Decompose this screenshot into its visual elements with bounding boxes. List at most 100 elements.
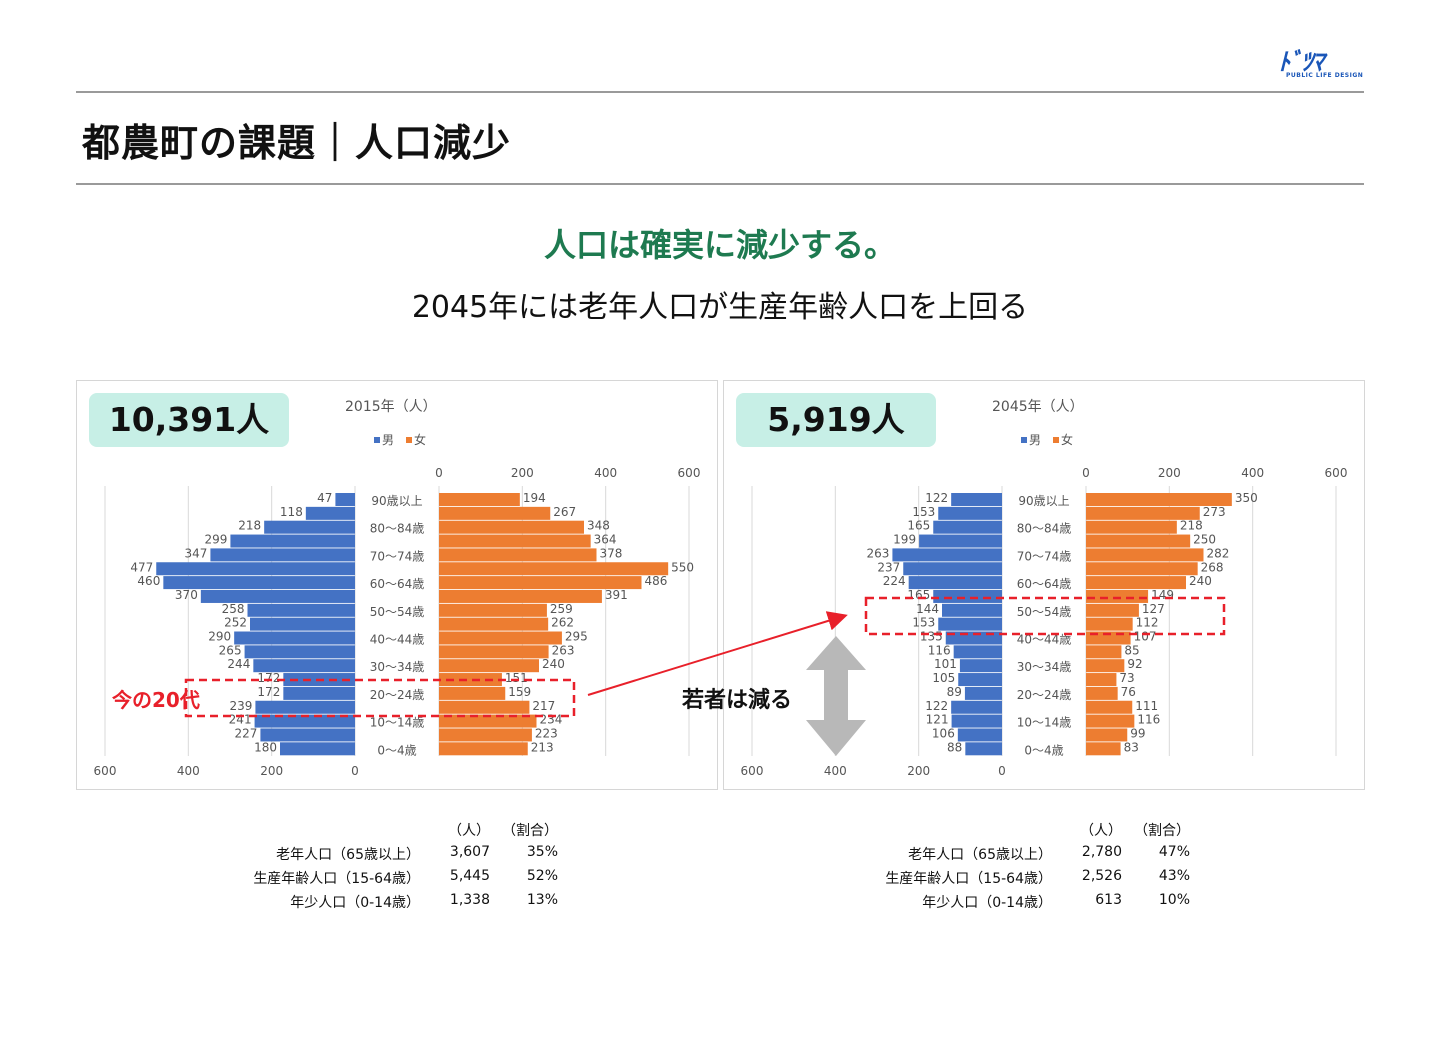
data-label-male: 153 (912, 616, 935, 630)
data-label-female: 268 (1201, 560, 1224, 574)
bar-female (439, 520, 584, 534)
bar-female (439, 645, 549, 659)
data-label-male: 224 (883, 574, 906, 588)
data-label-female: 151 (505, 671, 528, 685)
bar-male (255, 700, 355, 714)
bar-female (439, 548, 597, 562)
age-group-label: 80～84歳 (1017, 522, 1072, 536)
summary-header-count: （人） (1080, 823, 1122, 839)
bar-male (964, 686, 1002, 700)
summary-row: 年少人口（0-14歳） 613 10% (852, 892, 1212, 916)
data-label-male: 144 (916, 602, 939, 616)
data-label-male: 244 (227, 657, 250, 671)
data-label-female: 250 (1193, 533, 1216, 547)
bar-male (280, 742, 355, 756)
summary-header-row: （人） （割合） (220, 820, 580, 844)
summary-ratio: 47% (1158, 844, 1190, 860)
x-tick-label-female: 600 (1325, 466, 1348, 480)
data-label-female: 267 (553, 505, 576, 519)
age-group-label: 50～54歳 (370, 605, 425, 619)
bar-male (959, 659, 1002, 673)
legend-label-female: 女 (1061, 432, 1073, 447)
page-title: 都農町の課題｜人口減少 (82, 121, 512, 165)
data-label-male: 218 (238, 519, 261, 533)
summary-count: 2,526 (1081, 868, 1122, 884)
legend-swatch-male (374, 437, 380, 443)
age-group-label: 0～4歳 (1024, 743, 1063, 757)
data-label-male: 263 (867, 546, 890, 560)
data-label-female: 92 (1127, 657, 1142, 671)
data-label-female: 218 (1180, 519, 1203, 533)
bar-female (1086, 589, 1149, 603)
bar-female (439, 673, 502, 687)
bar-male (957, 728, 1002, 742)
data-label-female: 107 (1134, 630, 1157, 644)
bar-male (283, 686, 355, 700)
data-label-female: 240 (542, 657, 565, 671)
x-tick-label-male: 0 (351, 764, 359, 778)
summary-count: 613 (1095, 892, 1122, 908)
age-group-label: 80～84歳 (370, 522, 425, 536)
data-label-male: 299 (205, 533, 228, 547)
summary-ratio: 43% (1158, 868, 1190, 884)
bar-male (951, 700, 1002, 714)
bar-female (1086, 686, 1118, 700)
age-group-label: 0～4歳 (377, 743, 416, 757)
summary-count: 2,780 (1081, 844, 1122, 860)
summary-table-2015: （人） （割合） 老年人口（65歳以上） 3,607 35% 生産年齢人口（15… (220, 820, 580, 916)
bar-male (244, 645, 355, 659)
bar-male (951, 493, 1002, 506)
age-group-label: 20～24歳 (370, 688, 425, 702)
data-label-female: 295 (565, 630, 588, 644)
data-label-female: 112 (1136, 616, 1159, 630)
age-group-label: 30～34歳 (370, 660, 425, 674)
bar-female (1086, 700, 1133, 714)
bar-male (938, 617, 1002, 631)
summary-header-ratio: （割合） (502, 823, 558, 839)
bar-male (908, 576, 1002, 590)
data-label-female: 282 (1207, 546, 1230, 560)
data-label-female: 550 (671, 560, 694, 574)
bar-female (1086, 534, 1191, 548)
x-tick-label-male: 0 (998, 764, 1006, 778)
bar-male (958, 673, 1002, 687)
annotation-current-20s: 今の20代 (112, 688, 200, 712)
data-label-female: 486 (645, 574, 668, 588)
data-label-male: 47 (317, 491, 332, 505)
x-tick-label-male: 600 (94, 764, 117, 778)
legend-label-male: 男 (1029, 433, 1041, 447)
age-group-label: 70～74歳 (370, 549, 425, 563)
data-label-female: 263 (552, 643, 575, 657)
data-label-male: 165 (907, 588, 930, 602)
summary-ratio: 35% (526, 844, 558, 860)
data-label-male: 290 (208, 630, 231, 644)
summary-label: 生産年齢人口（15-64歳） (885, 871, 1052, 887)
data-label-male: 116 (928, 643, 951, 657)
total-population-badge-2015: 10,391人 (89, 393, 289, 447)
x-tick-label-female: 400 (594, 466, 617, 480)
bar-female (439, 631, 562, 645)
summary-row: 生産年齢人口（15-64歳） 5,445 52% (220, 868, 580, 892)
bar-female (1086, 742, 1121, 756)
data-label-female: 213 (531, 740, 554, 754)
bar-male (156, 562, 355, 576)
x-tick-label-male: 600 (741, 764, 764, 778)
bar-female (439, 700, 530, 714)
header-top-rule (76, 91, 1364, 93)
bar-male (942, 603, 1002, 617)
bar-female (1086, 603, 1139, 617)
data-label-male: 477 (130, 560, 153, 574)
summary-row: 年少人口（0-14歳） 1,338 13% (220, 892, 580, 916)
logo-wordmark: ﾄﾞﾂﾏ (1278, 48, 1324, 76)
x-tick-label-male: 400 (177, 764, 200, 778)
data-label-male: 122 (925, 699, 948, 713)
bar-female (1086, 617, 1133, 631)
data-label-female: 234 (540, 713, 563, 727)
data-label-male: 252 (224, 616, 247, 630)
bar-female (1086, 506, 1200, 520)
summary-header-ratio: （割合） (1134, 823, 1190, 839)
bar-female (1086, 673, 1117, 687)
age-group-label: 90歳以上 (1018, 494, 1069, 508)
data-label-male: 460 (137, 574, 160, 588)
summary-label: 老年人口（65歳以上） (908, 847, 1052, 863)
